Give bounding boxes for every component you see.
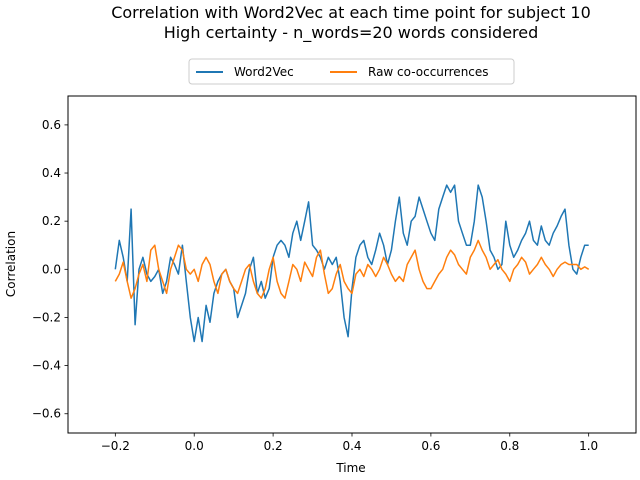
legend-label-raw-co-occurrences: Raw co-occurrences [368,65,489,79]
y-tick-label: 0.2 [42,214,61,228]
plot-area [67,95,637,434]
series-line-raw-co-occurrences [114,239,590,299]
legend-label-word2vec: Word2Vec [234,65,294,79]
x-tick-label: 0.0 [185,439,204,453]
x-tick-label: 0.4 [342,439,361,453]
y-tick-label: −0.2 [32,310,61,324]
series-line-word2vec [114,184,589,343]
x-tick-label: 1.0 [579,439,598,453]
y-tick-label: −0.4 [32,359,61,373]
x-tick-label: 0.6 [421,439,440,453]
chart-subtitle: High certainty - n_words=20 words consid… [164,23,539,43]
y-axis-ticks: −0.6 −0.4 −0.2 0.0 0.2 0.4 0.6 [32,118,68,421]
legend: Word2Vec Raw co-occurrences [188,58,515,85]
axes-frame [67,95,637,434]
chart-title: Correlation with Word2Vec at each time p… [111,3,591,22]
y-tick-label: 0.0 [42,262,61,276]
x-axis-ticks: −0.2 0.0 0.2 0.4 0.6 0.8 1.0 [101,433,598,453]
y-tick-label: −0.6 [32,407,61,421]
series-layer [114,184,590,343]
y-tick-label: 0.4 [42,166,61,180]
x-tick-label: 0.8 [500,439,519,453]
x-tick-label: 0.2 [264,439,283,453]
x-tick-label: −0.2 [101,439,130,453]
y-axis-label: Correlation [4,231,18,297]
x-axis-label: Time [335,461,365,475]
y-tick-label: 0.6 [42,118,61,132]
